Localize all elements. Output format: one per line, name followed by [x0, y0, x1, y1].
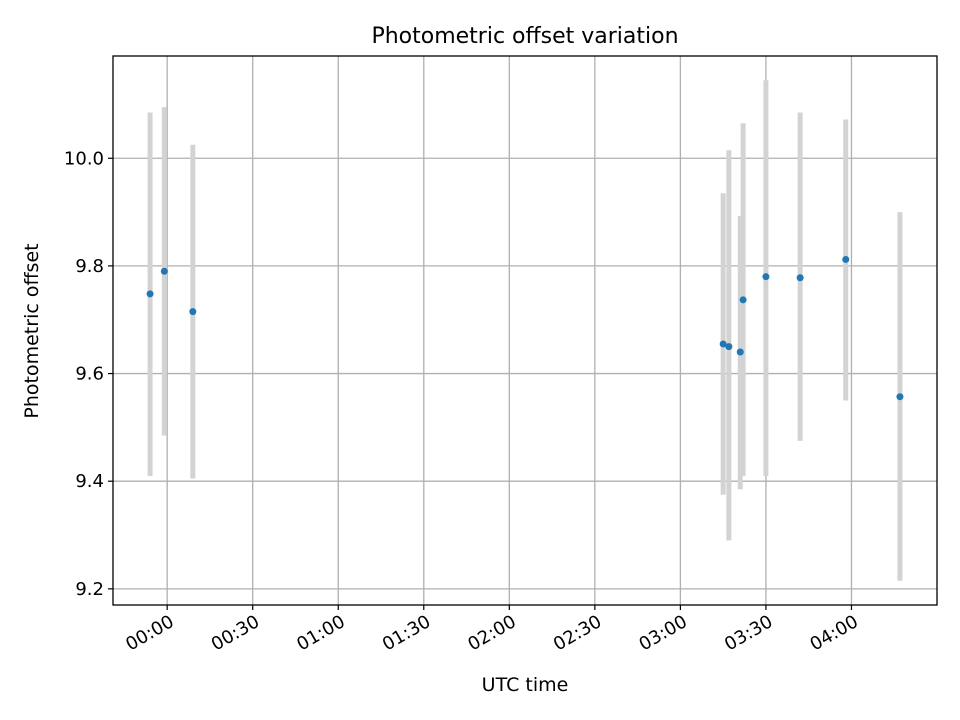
data-point — [146, 290, 154, 298]
data-point — [762, 273, 770, 281]
data-point — [736, 348, 744, 356]
y-tick-label: 9.2 — [75, 579, 104, 600]
y-tick-label: 9.6 — [75, 364, 104, 385]
data-point — [189, 308, 197, 316]
y-axis-label: Photometric offset — [21, 243, 43, 418]
data-point — [739, 296, 747, 304]
y-tick-label: 10.0 — [64, 148, 104, 169]
chart-title: Photometric offset variation — [371, 24, 678, 49]
data-point — [719, 340, 727, 348]
data-point — [725, 343, 733, 351]
data-point — [160, 267, 168, 275]
data-points — [146, 255, 904, 401]
y-tick-label: 9.4 — [75, 471, 104, 492]
plot-area-frame — [112, 55, 938, 606]
y-tick-label: 9.8 — [75, 256, 104, 277]
data-point — [896, 393, 904, 401]
y-axis-ticks: 9.2 9.4 9.6 9.8 10.0 — [64, 148, 113, 600]
x-axis-label: UTC time — [482, 674, 569, 696]
data-point — [842, 255, 850, 263]
data-point — [796, 274, 804, 282]
